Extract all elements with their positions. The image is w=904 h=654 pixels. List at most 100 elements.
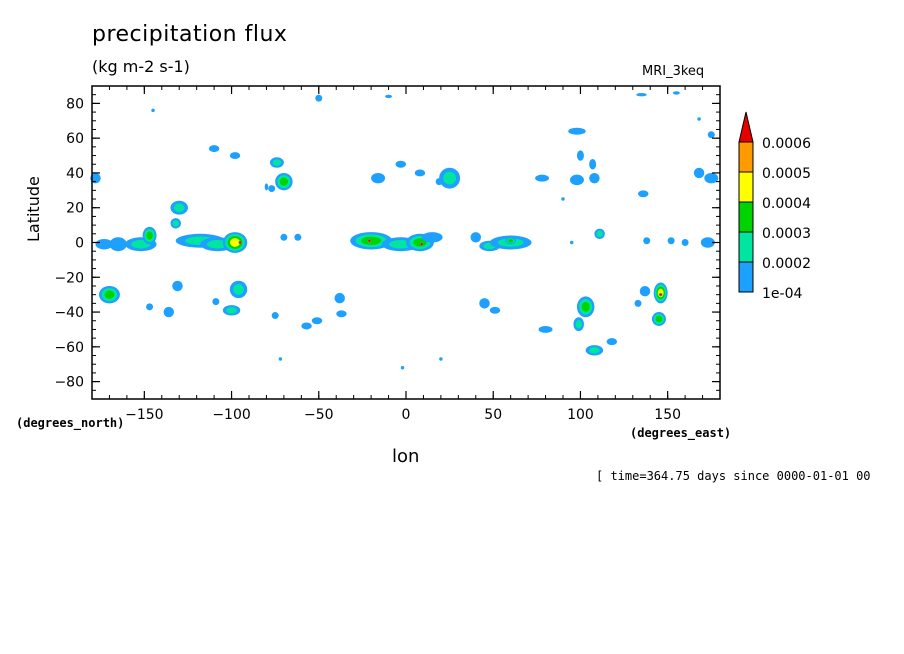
precip-contour-level-1 [163, 306, 174, 318]
precip-cell [594, 228, 605, 240]
precip-cell [350, 232, 393, 250]
precip-contour-level-3 [146, 231, 153, 240]
precip-contour-level-1 [315, 94, 323, 102]
precip-contour-level-1 [643, 237, 651, 245]
precip-cell [589, 172, 600, 184]
precip-cell [269, 157, 284, 168]
colorbar-segment-2 [738, 231, 754, 263]
precip-cell [142, 226, 157, 245]
model-label: MRI_3keq [642, 64, 705, 79]
precip-contour-level-1 [212, 298, 220, 306]
precip-cell [643, 237, 651, 245]
precip-contour-level-2 [226, 307, 237, 314]
colorbar-label: 1e-04 [762, 286, 802, 302]
x-tick-label: 0 [402, 407, 411, 423]
contour-layer [90, 91, 719, 370]
precip-contour-level-1 [470, 232, 482, 243]
precip-contour-level-1 [639, 285, 651, 297]
time-label: [ time=364.75 days since 0000-01-01 00 [596, 469, 871, 483]
precip-cell [172, 280, 183, 292]
precip-contour-level-3 [104, 290, 115, 299]
precip-contour-level-1 [479, 298, 490, 309]
precip-cell [151, 108, 155, 113]
precip-contour-level-1 [636, 92, 647, 97]
precip-contour-level-1 [264, 183, 269, 191]
precip-cell [275, 172, 293, 191]
precip-contour-level-1 [371, 172, 386, 184]
precip-cell [439, 357, 443, 361]
precip-cell [400, 365, 405, 370]
precip-cell [576, 296, 595, 318]
precip-cell [505, 237, 516, 245]
precip-contour-level-1 [146, 303, 154, 311]
y-tick-label: −60 [54, 340, 84, 356]
precip-contour-level-1 [90, 172, 101, 184]
x-units-label: (degrees_east) [630, 426, 732, 440]
precip-cell [470, 232, 482, 243]
precip-contour-level-3 [508, 239, 514, 243]
precip-cell [489, 306, 501, 314]
precip-cell [385, 94, 393, 99]
precip-cell [421, 232, 443, 243]
precip-cell [146, 303, 154, 311]
colorbar-label: 0.0002 [762, 256, 811, 272]
colorbar: 1e-04 0.0002 0.0003 0.0004 0.0005 0.0006 [738, 111, 811, 302]
colorbar-arrow [738, 111, 754, 143]
precip-contour-level-1 [268, 185, 276, 193]
precip-contour-level-1 [301, 322, 312, 330]
precip-contour-level-2 [589, 347, 600, 354]
precip-contour-level-1 [606, 338, 618, 346]
precip-contour-level-3 [279, 177, 289, 186]
precip-contour-level-1 [229, 152, 241, 160]
colorbar-segment-4 [738, 171, 754, 203]
precip-cell [163, 306, 174, 318]
precip-cell [568, 127, 586, 135]
precip-contour-level-1 [638, 190, 649, 198]
precip-contour-level-1 [535, 174, 550, 182]
precip-cell [95, 239, 113, 250]
precip-contour-level-1 [693, 167, 705, 179]
precip-contour-level-1 [700, 237, 715, 248]
x-tick-label: 50 [484, 407, 502, 423]
precip-cell [222, 305, 241, 316]
precip-cell [301, 322, 312, 330]
precip-contour-level-6 [659, 293, 662, 296]
precip-contour-level-1 [589, 172, 600, 184]
y-tick-label: 0 [75, 236, 84, 252]
precip-contour-level-6 [420, 243, 423, 246]
precip-contour-level-2 [596, 230, 603, 237]
precip-cell [576, 150, 584, 161]
precip-contour-level-1 [172, 280, 183, 292]
precip-contour-level-2 [443, 171, 456, 185]
precip-contour-level-4 [229, 238, 241, 247]
y-units-label: (degrees_north) [16, 416, 125, 430]
precip-cell [280, 233, 288, 241]
y-tick-label: 40 [66, 166, 84, 182]
precip-contour-level-1 [439, 357, 443, 361]
precip-contour-level-1 [336, 310, 347, 318]
precip-cell [693, 167, 705, 179]
precip-cell [573, 317, 584, 332]
colorbar-segment-3 [738, 201, 754, 233]
precip-cell [589, 159, 597, 170]
colorbar-label: 0.0005 [762, 166, 811, 182]
x-tick-label: −50 [304, 407, 334, 423]
precip-contour-level-1 [589, 159, 597, 170]
precip-contour-level-1 [569, 240, 574, 245]
precip-contour-level-1 [435, 178, 443, 186]
precip-cell [658, 292, 663, 297]
x-tick-label: −100 [212, 407, 250, 423]
colorbar-label: 0.0006 [762, 136, 811, 152]
precip-cell [208, 145, 220, 153]
precip-contour-level-2 [272, 159, 282, 166]
precip-contour-level-1 [489, 306, 501, 314]
precip-cell [334, 292, 345, 304]
precip-cell [222, 232, 248, 253]
precip-cell [681, 239, 689, 246]
precip-cell [700, 237, 715, 248]
precip-contour-level-1 [109, 237, 127, 252]
precip-contour-level-6 [368, 239, 371, 242]
precip-cell [229, 280, 248, 299]
precip-contour-level-1 [278, 357, 283, 361]
